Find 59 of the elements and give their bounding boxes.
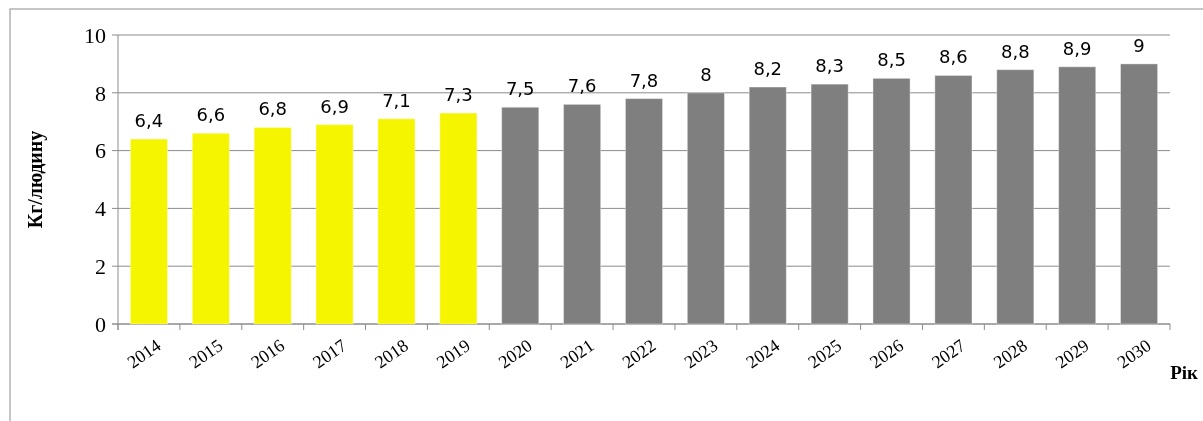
bar (624, 98, 664, 325)
data-label: 6,9 (320, 95, 349, 117)
x-tick-label: 2018 (371, 335, 412, 373)
data-label: 8,6 (939, 46, 968, 68)
data-label: 7,8 (629, 69, 659, 91)
y-tick-label: 8 (95, 80, 106, 106)
bar (996, 69, 1035, 325)
data-label: 8,2 (753, 58, 783, 80)
x-tick-label: 2024 (742, 335, 784, 373)
x-tick-label: 2017 (309, 335, 351, 373)
x-tick-label: 2025 (804, 335, 846, 373)
bar (810, 83, 849, 325)
bar (934, 74, 973, 325)
bar (191, 132, 230, 325)
data-label: 8,3 (815, 55, 844, 77)
x-tick-label: 2020 (494, 335, 536, 373)
data-label: 6,6 (196, 104, 226, 126)
bar (748, 86, 787, 325)
x-tick-label: 2030 (1113, 335, 1155, 373)
bar (129, 138, 169, 325)
bar (872, 77, 911, 325)
bar (377, 118, 416, 325)
data-label: 9 (1133, 34, 1145, 56)
bar (501, 106, 540, 325)
x-tick-label: 2019 (432, 335, 474, 373)
x-tick-label: 2016 (247, 335, 289, 373)
data-label: 6,8 (258, 98, 288, 120)
y-tick-label: 2 (95, 253, 106, 279)
y-tick-label: 10 (84, 22, 106, 48)
x-tick-label: 2023 (680, 335, 722, 373)
x-tick-label: 2026 (866, 335, 908, 373)
x-tick-label: 2028 (989, 335, 1031, 373)
x-tick-label: 2021 (556, 335, 598, 373)
bar (315, 124, 354, 325)
bar (253, 126, 292, 325)
x-tick-label: 2014 (123, 335, 165, 373)
x-tick-label: 2022 (618, 335, 660, 373)
x-tick-label: 2015 (185, 335, 227, 373)
y-tick-label: 6 (95, 138, 106, 164)
x-axis-title: Рік (1170, 362, 1199, 383)
bar (563, 103, 602, 325)
bar (439, 112, 478, 325)
x-tick-label: 2029 (1051, 335, 1093, 373)
y-tick-label: 0 (95, 311, 106, 337)
data-label: 8 (700, 63, 712, 85)
bar (686, 92, 725, 325)
data-label: 7,5 (505, 78, 535, 100)
x-tick-label: 2027 (927, 335, 969, 373)
data-label: 8,5 (877, 49, 906, 71)
data-label: 8,9 (1062, 37, 1092, 59)
data-label: 6,4 (134, 110, 164, 132)
data-label: 7,1 (382, 89, 411, 111)
bar (1058, 66, 1097, 325)
y-axis-title: Кг/людину (24, 130, 47, 229)
data-label: 8,8 (1000, 40, 1030, 62)
bar (1119, 63, 1159, 325)
data-label: 7,3 (444, 84, 473, 106)
data-label: 7,6 (567, 75, 597, 97)
y-tick-label: 4 (95, 196, 106, 222)
